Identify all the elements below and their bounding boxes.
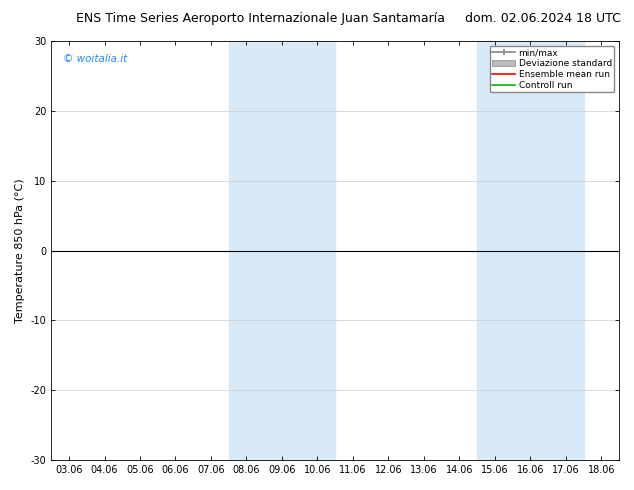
Y-axis label: Temperature 850 hPa (°C): Temperature 850 hPa (°C) (15, 178, 25, 323)
Text: ENS Time Series Aeroporto Internazionale Juan Santamaría: ENS Time Series Aeroporto Internazionale… (76, 12, 445, 25)
Text: dom. 02.06.2024 18 UTC: dom. 02.06.2024 18 UTC (465, 12, 621, 25)
Bar (477, 41, 583, 460)
Legend: min/max, Deviazione standard, Ensemble mean run, Controll run: min/max, Deviazione standard, Ensemble m… (489, 46, 614, 93)
Bar (229, 41, 335, 460)
Text: © woitalia.it: © woitalia.it (63, 53, 127, 64)
